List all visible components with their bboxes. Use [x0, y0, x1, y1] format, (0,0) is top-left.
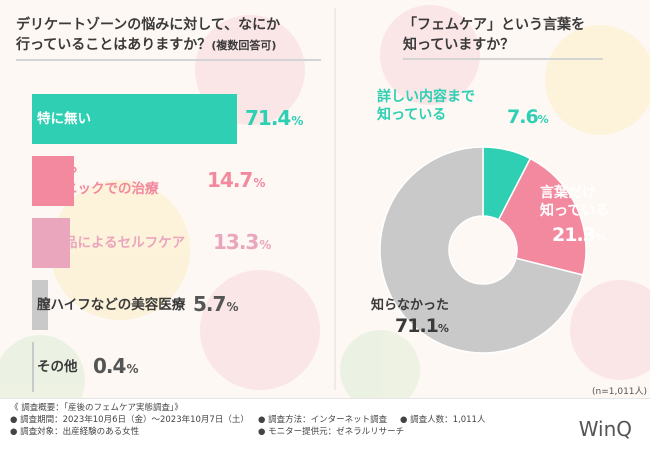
right-title-line2: 知っていますか？ [403, 37, 515, 53]
donut-value-3: 71.1% [395, 317, 449, 338]
bar-value-number: 71.4 [245, 106, 291, 130]
bar-value-unit: % [126, 362, 139, 376]
donut-chart [379, 146, 587, 354]
bar-label-4: 膣ハイフなどの美容医療 [37, 297, 185, 314]
winq-logo: WinQ [578, 417, 632, 441]
left-title-line2: 行っていることはありますか？ [16, 37, 212, 53]
bar-label-3: 市販品によるセルフケア [37, 235, 185, 252]
bar-value-1: 71.4% [245, 106, 303, 130]
left-question-title: デリケートゾーンの悩みに対して、なにか 行っていることはありますか？(複数回答可… [16, 15, 321, 61]
bar-label-line: 特に無い [37, 110, 91, 127]
donut-label-line: 知っている [540, 203, 610, 219]
bar-label-line: 膣ハイフなどの美容医療 [37, 296, 186, 313]
bar-value-number: 5.7 [193, 292, 226, 316]
donut-label-2: 言葉だけ 知っている [540, 184, 609, 220]
bar-value-5: 0.4% [93, 354, 138, 378]
bar-value-unit: % [291, 114, 304, 128]
donut-slice-2 [497, 157, 587, 276]
donut-label-1: 詳しい内容まで 知っている [377, 88, 475, 124]
donut-value-number: 7.6 [507, 106, 539, 128]
survey-footer: 《 調査概要：「産後のフェムケア実態調査」》 ● 調査期間：2023年10月6日… [0, 398, 650, 451]
donut-label-line: 詳しい内容まで [377, 89, 475, 105]
bar-value-unit: % [226, 300, 239, 314]
bar-3 [32, 218, 70, 268]
donut-value-unit: % [437, 322, 449, 335]
bar-value-number: 0.4 [93, 354, 126, 378]
survey-subject: ● 調査対象：出産経験のある女性 [10, 427, 140, 437]
donut-value-unit: % [594, 231, 606, 244]
survey-overview: 《 調査概要：「産後のフェムケア実態調査」》 [10, 403, 183, 413]
donut-value-number: 21.3 [552, 224, 596, 246]
bar-label-line: クリニックでの治療 [37, 181, 159, 197]
donut-label-line: 言葉だけ [540, 185, 596, 201]
donut-label-line: 知らなかった [371, 298, 450, 313]
bar-label-5: その他 [37, 359, 78, 376]
bar-value-number: 14.7 [207, 168, 253, 192]
bar-value-2: 14.7% [207, 168, 265, 192]
bar-value-4: 5.7% [193, 292, 238, 316]
bar-label-line: 市販品によるセルフケア [37, 234, 186, 251]
bar-label-1: 特に無い [37, 111, 91, 128]
bar-label-line: 病院や [37, 164, 78, 180]
bar-value-unit: % [259, 238, 272, 252]
bar-label-2: 病院や クリニックでの治療 [37, 164, 159, 198]
left-title-suffix: (複数回答可) [211, 39, 277, 52]
bar-value-number: 13.3 [213, 230, 259, 254]
donut-value-unit: % [537, 113, 549, 126]
bar-1 [32, 94, 237, 144]
right-panel: 「フェムケア」という言葉を 知っていますか？ 詳しい内容まで 知っている 7.6% 言… [335, 0, 650, 398]
survey-count: ● 調査人数：1,011人 [400, 415, 486, 425]
donut-label-3: 知らなかった [371, 297, 449, 315]
donut-slice-3 [379, 146, 584, 354]
bar-2 [32, 156, 74, 206]
survey-period: ● 調査期間：2023年10月6日（金）〜2023年10月7日（土） [10, 415, 249, 425]
donut-value-1: 7.6% [507, 108, 549, 129]
donut-value-2: 21.3% [552, 226, 606, 247]
bar-label-line: その他 [37, 358, 78, 375]
bar-5 [32, 342, 34, 392]
bar-value-unit: % [253, 176, 266, 190]
left-panel: デリケートゾーンの悩みに対して、なにか 行っていることはありますか？(複数回答可… [0, 0, 335, 398]
sample-size-note: (n=1,011人) [592, 387, 648, 397]
bar-4 [32, 280, 48, 330]
donut-label-line: 知っている [377, 107, 447, 123]
donut-value-number: 71.1 [395, 315, 439, 337]
survey-provider: ● モニター提供元：ゼネラルリサーチ [258, 427, 405, 437]
right-question-title: 「フェムケア」という言葉を 知っていますか？ [403, 15, 603, 60]
right-title-line1: 「フェムケア」という言葉を [403, 17, 585, 33]
survey-method: ● 調査方法：インターネット調査 [258, 415, 388, 425]
left-title-line1: デリケートゾーンの悩みに対して、なにか [16, 17, 281, 33]
bar-value-3: 13.3% [213, 230, 271, 254]
